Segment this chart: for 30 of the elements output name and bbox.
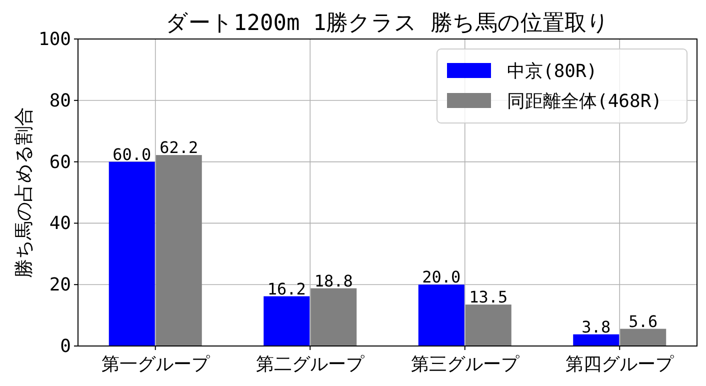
data-label: 20.0 [422, 268, 461, 287]
data-label: 16.2 [267, 279, 306, 298]
data-label: 62.2 [160, 138, 198, 158]
bar [156, 155, 202, 346]
bar [108, 162, 155, 346]
x-tick-label: 第四グループ [566, 354, 675, 375]
legend-label: 同距離全体(468R) [507, 91, 662, 112]
x-tick-label: 第二グループ [256, 354, 366, 375]
bar [465, 304, 512, 346]
data-label: 13.5 [469, 288, 508, 307]
y-tick-label: 100 [38, 29, 71, 50]
bar [418, 284, 464, 346]
y-axis-title: 勝ち馬の占める割合 [13, 107, 35, 278]
y-tick-label: 40 [49, 213, 71, 234]
x-tick-label: 第一グループ [101, 354, 210, 375]
chart-title: ダート1200m 1勝クラス 勝ち馬の位置取り [166, 11, 610, 36]
bar [310, 288, 357, 346]
bar [573, 334, 620, 346]
y-tick-label: 0 [60, 336, 71, 357]
bar [264, 296, 310, 346]
y-tick-label: 20 [49, 274, 71, 296]
y-tick-label: 80 [49, 90, 71, 112]
x-tick-label: 第三グループ [410, 354, 520, 375]
data-label: 5.6 [628, 312, 658, 331]
y-tick-label: 60 [49, 152, 71, 173]
data-label: 60.0 [112, 144, 152, 164]
legend-label: 中京(80R) [507, 61, 598, 82]
data-label: 18.8 [314, 271, 353, 290]
data-label: 3.8 [582, 317, 611, 336]
bar [620, 328, 666, 346]
